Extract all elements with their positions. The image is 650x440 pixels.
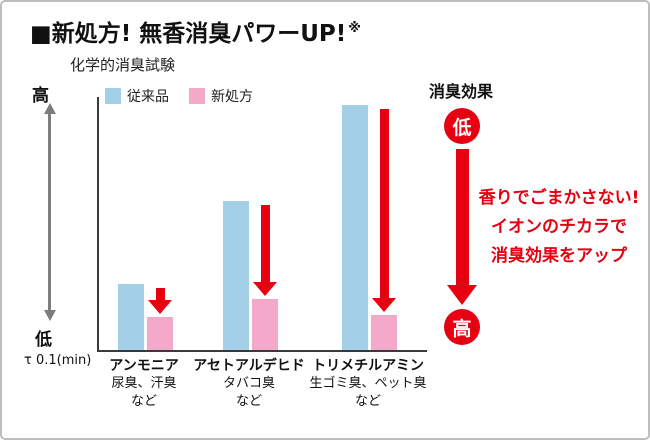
bar-conventional: [118, 284, 144, 350]
bar-group-3: [342, 105, 397, 350]
bar-group-2: [223, 201, 278, 350]
message-line-2: イオンのチカラで: [491, 216, 627, 237]
marketing-message: 香りでごまかさない! イオンのチカラで 消臭効果をアップ: [470, 184, 648, 271]
category-name: トリメチルアミン: [312, 358, 424, 374]
bar-group-1: [118, 284, 173, 350]
arrow-shaft: [455, 149, 469, 285]
arrow-down-tip-icon: [43, 310, 56, 321]
legend-swatch-conventional: [105, 88, 121, 104]
effect-low-badge: 低: [444, 108, 480, 144]
bar-new: [252, 299, 278, 350]
y-axis-double-arrow-icon: [43, 103, 56, 321]
category-label-1: アンモニア尿臭、汗臭 など: [59, 357, 229, 410]
category-labels: アンモニア 尿臭、汗臭 など アセトアルデヒド タバコ臭 など トリメチルアミン 生ゴミ臭、ペ…: [97, 357, 427, 419]
arrow-up-tip-icon: [43, 103, 56, 114]
category-label-2: アセトアルデヒド タバコ臭 など: [164, 357, 334, 410]
effect-direction-arrow-icon: [447, 149, 477, 305]
category-name: アンモニア: [109, 358, 179, 374]
category-description: など: [130, 393, 157, 409]
effect-high-badge: 高: [444, 309, 480, 345]
legend-label-conventional: 従来品: [127, 89, 169, 105]
bar-new: [147, 317, 173, 350]
legend-swatch-new: [189, 88, 205, 104]
arrow-head-icon: [447, 285, 477, 305]
page-title: ■新処方! 無香消臭パワーUP! ※: [30, 14, 361, 48]
category-description: 尿臭、汗臭: [111, 376, 177, 392]
bar-conventional: [342, 105, 368, 350]
message-line-1: 香りでごまかさない!: [478, 188, 640, 208]
category-description: 生ゴミ臭、ペット臭: [309, 376, 427, 392]
decrease-arrow-icon: [372, 109, 396, 312]
bar-new: [371, 315, 397, 350]
arrow-line: [48, 114, 51, 310]
category-name: アセトアルデヒド: [193, 358, 305, 374]
effect-axis-title: 消臭効果: [429, 82, 494, 101]
y-axis-unit: τ 0.1(min): [24, 353, 92, 368]
y-axis-low-label: 低: [35, 330, 52, 350]
category-description: など: [235, 393, 262, 409]
category-label-3: トリメチルアミン 生ゴミ臭、ペット臭 など: [283, 357, 453, 410]
page-title-text: ■新処方! 無香消臭パワーUP!: [30, 21, 347, 47]
category-description: タバコ臭: [222, 376, 275, 392]
message-line-3: 消臭効果をアップ: [491, 245, 627, 266]
category-description: など: [354, 393, 381, 409]
chart-legend: 従来品 新処方: [105, 86, 267, 106]
chart-subtitle: 化学的消臭試験: [70, 56, 176, 74]
y-axis-high-label: 高: [32, 86, 49, 106]
decrease-arrow-icon: [253, 205, 277, 296]
decrease-arrow-icon: [148, 288, 172, 314]
bar-conventional: [223, 201, 249, 350]
footnote-mark: ※: [348, 21, 361, 37]
bar-chart: [97, 97, 427, 352]
legend-label-new: 新処方: [211, 89, 253, 105]
